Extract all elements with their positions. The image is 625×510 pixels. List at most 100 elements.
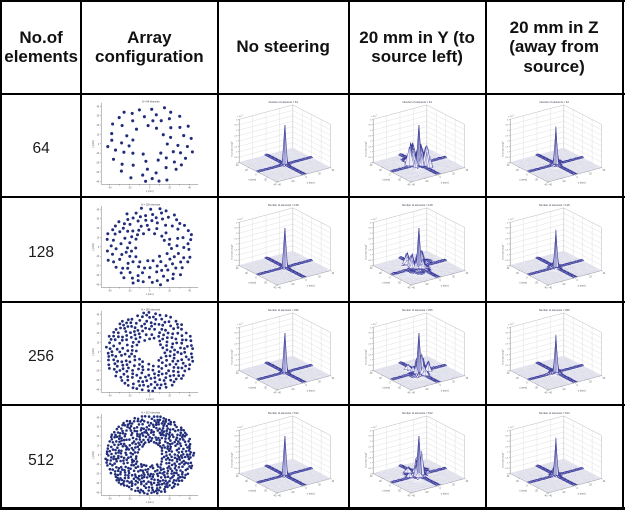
svg-text:2: 2 (507, 349, 509, 351)
svg-text:0: 0 (149, 187, 151, 189)
svg-text:0: 0 (439, 280, 441, 282)
svg-text:3.5: 3.5 (368, 228, 372, 230)
svg-text:2.5: 2.5 (368, 135, 372, 137)
svg-text:-20: -20 (534, 491, 538, 493)
svg-text:-20: -20 (96, 474, 100, 476)
svg-text:20: 20 (245, 377, 248, 379)
svg-text:0: 0 (507, 266, 509, 268)
svg-text:1.5: 1.5 (505, 146, 509, 148)
svg-text:-40: -40 (544, 184, 548, 186)
svg-text:20: 20 (245, 481, 248, 483)
svg-text:3: 3 (507, 338, 509, 340)
svg-text:-40: -40 (108, 498, 112, 500)
svg-text:-40: -40 (544, 288, 548, 290)
svg-text:0: 0 (98, 455, 100, 457)
svg-text:x (mm): x (mm) (146, 501, 154, 504)
svg-text:N = 128 elements: N = 128 elements (141, 204, 161, 207)
svg-text:Normalized |p|2: Normalized |p|2 (364, 245, 367, 260)
svg-text:1: 1 (236, 359, 238, 361)
svg-text:0.5: 0.5 (234, 365, 238, 367)
svg-text:0.5: 0.5 (234, 157, 238, 159)
svg-text:-20: -20 (96, 162, 100, 164)
svg-text:40: 40 (506, 165, 509, 167)
svg-text:1: 1 (236, 463, 238, 465)
svg-text:20: 20 (379, 481, 382, 483)
svg-text:0: 0 (255, 486, 257, 488)
svg-text:2.5: 2.5 (234, 343, 238, 345)
svg-text:20: 20 (589, 277, 592, 279)
svg-text:3: 3 (507, 130, 509, 132)
svg-text:-30: -30 (96, 172, 100, 174)
svg-text:Normalized |p|2: Normalized |p|2 (364, 349, 367, 364)
svg-text:2.5: 2.5 (505, 447, 509, 449)
svg-text:20: 20 (318, 485, 321, 487)
svg-text:40: 40 (235, 165, 238, 167)
svg-text:40: 40 (331, 170, 334, 172)
svg-text:-40: -40 (273, 288, 277, 290)
svg-text:-40: -40 (277, 496, 281, 498)
svg-text:3.5: 3.5 (368, 332, 372, 334)
svg-text:-40: -40 (273, 392, 277, 394)
svg-text:0: 0 (305, 385, 307, 387)
svg-text:-40: -40 (407, 288, 411, 290)
svg-text:-40: -40 (544, 496, 548, 498)
svg-text:y (mm): y (mm) (440, 389, 448, 392)
svg-text:40: 40 (369, 373, 372, 375)
svg-text:-20: -20 (128, 498, 132, 500)
svg-text:x (mm): x (mm) (146, 189, 154, 192)
svg-text:2: 2 (370, 244, 372, 246)
svg-text:y (mm): y (mm) (440, 492, 448, 495)
svg-text:40: 40 (465, 378, 468, 380)
svg-text:4: 4 (370, 119, 372, 121)
svg-text:2: 2 (370, 141, 372, 143)
svg-text:0: 0 (507, 370, 509, 372)
svg-text:0: 0 (255, 278, 257, 280)
svg-text:40: 40 (97, 417, 100, 419)
svg-text:0: 0 (439, 177, 441, 179)
svg-text:0: 0 (526, 278, 528, 280)
svg-text:0: 0 (305, 488, 307, 490)
svg-text:3.5: 3.5 (505, 228, 509, 230)
svg-text:-40: -40 (411, 392, 415, 394)
svg-text:3: 3 (507, 441, 509, 443)
svg-text:0.5: 0.5 (234, 468, 238, 470)
svg-text:2.5: 2.5 (505, 135, 509, 137)
svg-text:4: 4 (236, 119, 238, 121)
svg-text:3: 3 (370, 441, 372, 443)
svg-text:0: 0 (370, 162, 372, 164)
svg-text:-20: -20 (534, 179, 538, 181)
svg-text:20: 20 (169, 187, 172, 189)
svg-text:-40: -40 (548, 392, 552, 394)
svg-text:40: 40 (331, 481, 334, 483)
svg-text:Number of elements = 128: Number of elements = 128 (402, 203, 433, 207)
svg-text:1: 1 (370, 463, 372, 465)
svg-text:-40: -40 (96, 492, 100, 494)
svg-text:x 10-7: x 10-7 (371, 218, 377, 221)
svg-text:x 10-7: x 10-7 (508, 323, 514, 326)
svg-text:1.5: 1.5 (368, 146, 372, 148)
svg-text:40: 40 (369, 165, 372, 167)
svg-text:20: 20 (97, 125, 100, 127)
svg-text:x 10-7: x 10-7 (237, 426, 243, 429)
svg-text:0: 0 (389, 278, 391, 280)
svg-text:4: 4 (507, 430, 509, 432)
svg-text:Normalized |p|2: Normalized |p|2 (230, 245, 233, 260)
svg-text:-40: -40 (96, 389, 100, 391)
svg-text:0.5: 0.5 (368, 260, 372, 262)
svg-text:Number of elements = 256: Number of elements = 256 (402, 308, 433, 312)
svg-text:2.5: 2.5 (368, 343, 372, 345)
svg-text:40: 40 (97, 106, 100, 108)
svg-text:-20: -20 (128, 290, 132, 292)
svg-text:20: 20 (97, 228, 100, 230)
svg-text:0: 0 (576, 385, 578, 387)
svg-text:3: 3 (236, 338, 238, 340)
svg-text:-40: -40 (411, 184, 415, 186)
svg-text:2: 2 (507, 452, 509, 454)
svg-text:0: 0 (526, 174, 528, 176)
svg-text:40: 40 (465, 170, 468, 172)
svg-text:40: 40 (602, 481, 605, 483)
svg-text:y (mm): y (mm) (306, 492, 314, 495)
svg-text:Number of elements = 128: Number of elements = 128 (268, 203, 299, 207)
svg-text:3: 3 (236, 130, 238, 132)
svg-text:-20: -20 (263, 491, 267, 493)
